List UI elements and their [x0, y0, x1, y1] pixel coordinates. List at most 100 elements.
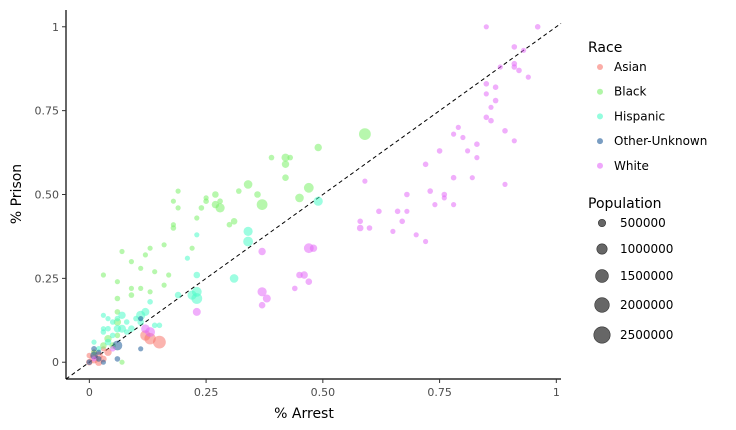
data-point: [104, 338, 112, 346]
legend-race-item: Asian: [597, 60, 647, 74]
data-point: [483, 91, 489, 97]
x-axis-title: % Arrest: [274, 406, 334, 422]
data-point: [423, 238, 429, 245]
y-axis-ticks: 0 0.25 0.50 0.75 1: [35, 21, 66, 369]
legend-race-item: Black: [597, 85, 647, 99]
data-point: [100, 312, 106, 318]
legend-population-title: Population: [588, 196, 662, 212]
data-point: [268, 154, 275, 161]
y-tick-label: 0.75: [35, 105, 60, 118]
data-point: [109, 332, 116, 339]
data-point: [105, 316, 111, 322]
data-point: [138, 265, 144, 271]
data-point: [161, 242, 167, 248]
legend-population-swatch: [593, 326, 611, 344]
data-point: [281, 153, 290, 162]
x-axis-ticks: 0 0.25 0.50 0.75 1: [86, 379, 560, 399]
data-point: [170, 198, 176, 204]
legend-population-swatch: [596, 243, 608, 255]
data-point: [451, 202, 457, 208]
data-point: [483, 114, 490, 121]
data-point: [390, 228, 396, 234]
legend-race: Race Asian Black Hispanic Other-Unknown Whit…: [588, 40, 707, 173]
data-point: [455, 124, 461, 130]
data-point: [128, 259, 134, 265]
data-point: [483, 24, 489, 30]
data-point: [497, 64, 503, 70]
data-point: [215, 203, 225, 213]
x-tick-label: 0.75: [427, 386, 452, 399]
data-point: [152, 269, 158, 275]
data-point: [502, 181, 508, 187]
data-point: [119, 359, 125, 365]
data-point: [153, 335, 166, 349]
data-point: [142, 252, 148, 258]
data-point: [114, 332, 121, 339]
data-point: [243, 226, 253, 236]
data-point: [450, 174, 457, 181]
data-point: [394, 208, 401, 215]
data-point: [469, 175, 475, 181]
data-point: [262, 294, 271, 303]
legend-race-swatch: [597, 138, 603, 145]
data-point: [192, 307, 201, 316]
data-point: [432, 202, 438, 208]
data-point: [118, 311, 126, 319]
data-point: [254, 191, 261, 198]
legend-race-label: Other-Unknown: [614, 134, 707, 148]
legend-race-swatch: [597, 162, 603, 169]
data-point: [109, 319, 116, 325]
legend-population-item: 500000: [597, 216, 666, 230]
data-point: [128, 285, 134, 291]
data-point: [292, 285, 298, 292]
data-point: [313, 196, 323, 206]
data-point: [147, 289, 153, 295]
data-point: [86, 359, 93, 366]
legend-race-swatch: [597, 113, 603, 120]
data-point: [119, 248, 125, 255]
data-point: [141, 307, 150, 316]
legend-population-label: 1000000: [620, 242, 673, 256]
data-point: [138, 316, 144, 322]
data-point: [282, 174, 289, 181]
data-point: [502, 128, 508, 134]
data-point: [123, 319, 130, 325]
data-point: [100, 342, 107, 349]
legend-population-label: 1500000: [620, 269, 673, 283]
data-point: [357, 218, 364, 225]
data-point: [217, 198, 223, 204]
data-point: [362, 178, 368, 184]
legend-population-label: 2000000: [620, 298, 673, 312]
x-tick-label: 1: [553, 386, 560, 399]
x-tick-label: 0: [86, 386, 93, 399]
data-point: [229, 274, 239, 283]
legend-population-item: 2500000: [593, 326, 673, 344]
data-point: [359, 128, 371, 141]
data-point: [194, 232, 200, 238]
data-point: [100, 326, 106, 332]
data-point: [256, 199, 268, 211]
legend-population-item: 1500000: [595, 269, 673, 283]
data-point: [193, 271, 201, 279]
legend-race-swatch: [597, 64, 603, 70]
data-point: [194, 215, 200, 221]
data-point: [100, 272, 106, 278]
data-point: [511, 60, 518, 67]
data-point: [95, 356, 102, 362]
data-point: [151, 322, 158, 329]
data-point: [460, 134, 466, 141]
data-point: [474, 141, 480, 147]
legend-race-item: Hispanic: [597, 109, 665, 123]
plot-area: [65, 23, 562, 380]
y-axis-title: % Prison: [9, 164, 25, 224]
data-point: [404, 208, 410, 214]
data-point: [474, 155, 480, 161]
data-point: [236, 188, 242, 194]
data-point: [511, 138, 517, 144]
data-point: [516, 67, 522, 74]
legend-race-item: Other-Unknown: [597, 134, 707, 148]
data-point: [91, 346, 97, 352]
data-point: [257, 287, 267, 297]
data-point: [104, 348, 112, 356]
data-point: [147, 245, 153, 251]
